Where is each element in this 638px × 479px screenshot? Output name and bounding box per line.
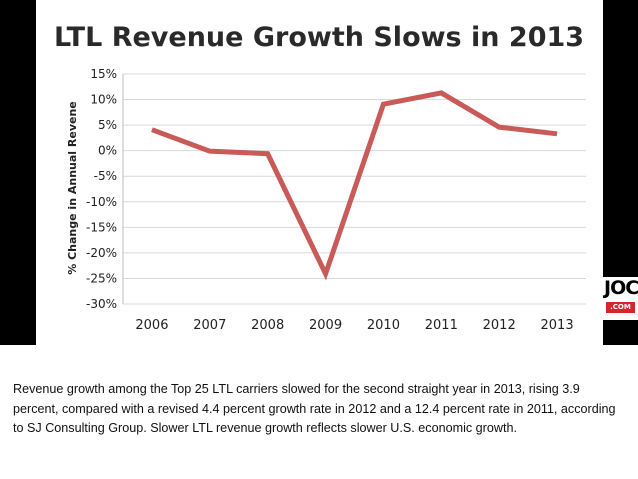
- chart-panel: LTL Revenue Growth Slows in 2013 % Chang…: [36, 0, 603, 345]
- series-line: [151, 90, 558, 281]
- x-tick-label: 2009: [309, 318, 342, 333]
- y-tick-label: -5%: [94, 169, 117, 183]
- x-tick-label: 2012: [483, 318, 516, 333]
- y-tick-label: -25%: [86, 271, 117, 285]
- x-tick-label: 2008: [251, 318, 284, 333]
- x-tick-label: 2007: [193, 318, 226, 333]
- caption-text: Revenue growth among the Top 25 LTL carr…: [13, 382, 616, 435]
- logo-text: JOC: [604, 277, 638, 299]
- line-chart: LTL Revenue Growth Slows in 2013 % Chang…: [54, 22, 586, 333]
- y-tick-label: -20%: [86, 246, 117, 260]
- x-tick-label: 2006: [135, 318, 168, 333]
- y-tick-label: 10%: [90, 93, 117, 107]
- x-tick-label: 2010: [367, 318, 400, 333]
- x-tick-label: 2013: [541, 318, 574, 333]
- y-tick-label: 15%: [90, 67, 117, 81]
- y-tick-label: -15%: [86, 220, 117, 234]
- chart-title: LTL Revenue Growth Slows in 2013: [54, 22, 584, 53]
- y-tick-label: 0%: [98, 144, 117, 158]
- y-axis-label: % Change in Annual Revene: [66, 101, 79, 275]
- joc-logo: JOC .COM: [603, 277, 638, 320]
- slide-background: LTL Revenue Growth Slows in 2013 % Chang…: [0, 0, 638, 345]
- y-tick-label: 5%: [98, 118, 117, 132]
- y-tick-label: -10%: [86, 195, 117, 209]
- x-tick-label: 2011: [425, 318, 458, 333]
- logo-subtext: .COM: [606, 302, 635, 313]
- y-tick-label: -30%: [86, 297, 117, 311]
